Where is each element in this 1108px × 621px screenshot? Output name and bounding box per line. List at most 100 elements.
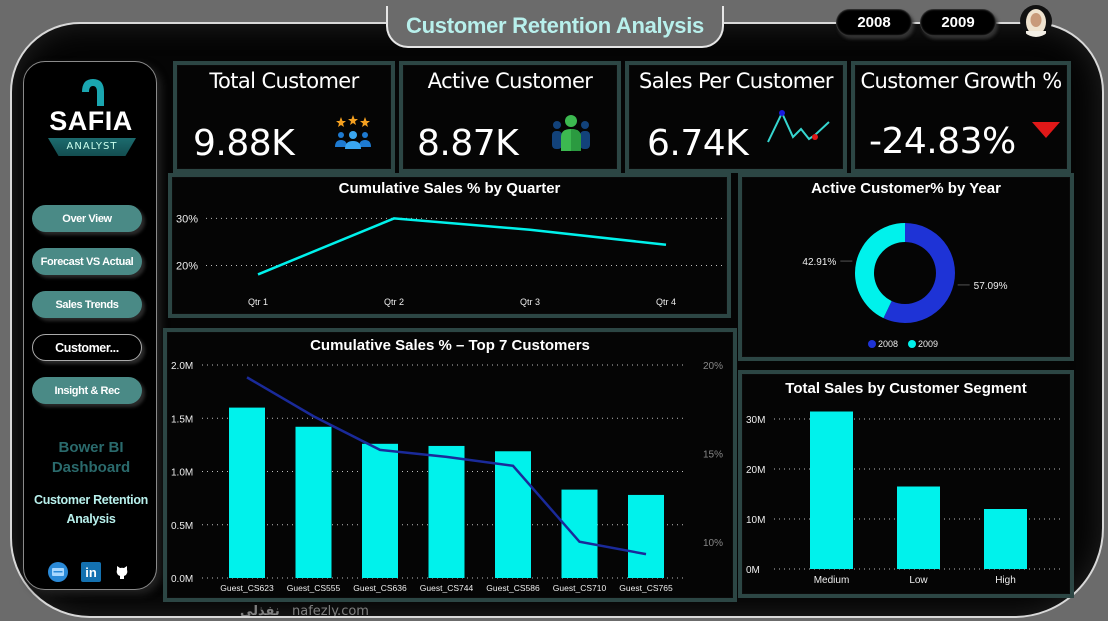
x-tick-label: Low bbox=[909, 575, 928, 586]
sidebar: SAFIA ANALYST Over View Forecast VS Actu… bbox=[23, 61, 157, 590]
sparkline-max-point bbox=[779, 110, 785, 116]
down-triangle-icon bbox=[1032, 122, 1060, 138]
x-tick-label: Qtr 4 bbox=[656, 297, 676, 307]
bar-Guest_CS586 bbox=[495, 451, 531, 578]
x-tick-label: Guest_CS636 bbox=[353, 583, 407, 593]
kpi-card-customer-growth: Customer Growth % -24.83% bbox=[851, 61, 1071, 173]
segment-bar-chart: 0M 10M 20M 30M Medium Low High bbox=[746, 411, 1064, 586]
y-tick-label: 0M bbox=[746, 565, 760, 576]
report-title: Customer Retention Analysis bbox=[406, 13, 704, 38]
bar-Guest_CS623 bbox=[229, 407, 265, 578]
sales-sparkline bbox=[767, 110, 830, 143]
nav-insight-rec[interactable]: Insight & Rec bbox=[32, 377, 142, 404]
y-tick-label: 0.5M bbox=[171, 521, 193, 532]
nav-sales-trends[interactable]: Sales Trends bbox=[32, 291, 142, 318]
bar-Guest_CS636 bbox=[362, 443, 398, 578]
chart-title: Cumulative Sales % – Top 7 Customers bbox=[310, 337, 590, 354]
kpi-card-active-customer: Active Customer 8.87K bbox=[399, 61, 621, 173]
y-tick-label: 2.0M bbox=[171, 361, 193, 372]
y-tick-label: 1.0M bbox=[171, 468, 193, 479]
x-tick-label: Qtr 1 bbox=[248, 297, 268, 307]
bar-low bbox=[897, 486, 940, 569]
donut-slice-2008 bbox=[883, 223, 955, 323]
watermark-arabic: نفذلي bbox=[240, 604, 280, 619]
kpi-title: Customer Growth % bbox=[860, 69, 1062, 93]
portfolio-icon bbox=[48, 562, 68, 582]
legend-marker bbox=[868, 340, 876, 348]
x-tick-label: Guest_CS710 bbox=[553, 583, 607, 593]
y2-tick-label: 15% bbox=[703, 449, 723, 460]
y2-tick-label: 10% bbox=[703, 538, 723, 549]
portfolio-link[interactable] bbox=[48, 562, 68, 582]
kpi-card-sales-per-customer: Sales Per Customer 6.74K bbox=[625, 61, 847, 173]
customers-stars-icon bbox=[335, 115, 371, 149]
sidebar-caption-report: Customer Retention Analysis bbox=[33, 493, 149, 526]
kpi-title: Total Customer bbox=[209, 69, 359, 93]
y-tick-label: 10M bbox=[746, 515, 765, 526]
x-tick-label: Guest_CS555 bbox=[287, 583, 341, 593]
bar-Guest_CS555 bbox=[295, 426, 332, 578]
logo-mark-icon bbox=[82, 79, 104, 106]
quarter-line-chart: 20% 30% Qtr 1 Qtr 2 Qtr 3 Qtr 4 bbox=[176, 213, 722, 307]
kpi-title: Sales Per Customer bbox=[639, 69, 834, 93]
github-link[interactable] bbox=[112, 562, 132, 582]
linkedin-link[interactable]: in bbox=[81, 562, 101, 582]
donut-chart-card: Active Customer% by Year 57.09% 42.91% 200… bbox=[738, 173, 1074, 361]
year-filter-2009[interactable]: 2009 bbox=[920, 9, 996, 36]
donut-chart: 57.09% 42.91% 2008 2009 bbox=[802, 223, 1008, 349]
kpi-value: 8.87K bbox=[417, 123, 519, 164]
segment-chart-card: Total Sales by Customer Segment 0M 10M 20M… bbox=[738, 370, 1074, 598]
legend-label: 2008 bbox=[878, 339, 898, 349]
top7-combo-chart: 0.0M 0.5M 1.0M 1.5M 2.0M 10% 15% 20% Guest_CS623… bbox=[171, 361, 723, 593]
chart-title: Active Customer% by Year bbox=[811, 180, 1001, 197]
x-tick-label: Guest_CS765 bbox=[619, 583, 673, 593]
y-tick-label: 20M bbox=[746, 465, 765, 476]
chart-title: Cumulative Sales % by Quarter bbox=[338, 180, 561, 197]
x-tick-label: Guest_CS744 bbox=[420, 583, 474, 593]
kpi-card-total-customer: Total Customer 9.88K bbox=[173, 61, 395, 173]
bar-high bbox=[984, 509, 1027, 569]
quarter-line bbox=[257, 217, 667, 276]
x-tick-label: Qtr 3 bbox=[520, 297, 540, 307]
avatar-icon bbox=[1026, 9, 1046, 37]
y-tick-label: 30% bbox=[176, 213, 198, 225]
sidebar-caption-tool: Bower BI Dashboard bbox=[51, 439, 131, 476]
legend-label: 2009 bbox=[918, 339, 938, 349]
report-title-banner: Customer Retention Analysis bbox=[386, 6, 724, 48]
data-label: 57.09% bbox=[974, 281, 1008, 292]
quarter-chart-card: Cumulative Sales % by Quarter 20% 30% Qtr … bbox=[168, 173, 731, 318]
y2-tick-label: 20% bbox=[703, 361, 723, 372]
kpi-title: Active Customer bbox=[427, 69, 593, 93]
kpi-value: -24.83% bbox=[869, 121, 1016, 162]
data-label: 42.91% bbox=[802, 257, 836, 268]
chart-title: Total Sales by Customer Segment bbox=[785, 380, 1027, 397]
bar-medium bbox=[810, 411, 853, 569]
sparkline-min-point bbox=[812, 134, 818, 140]
linkedin-icon: in bbox=[85, 564, 97, 580]
y-tick-label: 20% bbox=[176, 260, 198, 272]
watermark-latin: nafezly.com bbox=[292, 604, 369, 619]
donut-slice-2009 bbox=[855, 223, 905, 319]
kpi-value: 9.88K bbox=[193, 123, 295, 164]
kpi-value: 6.74K bbox=[647, 123, 749, 164]
year-filter-2008[interactable]: 2008 bbox=[836, 9, 912, 36]
nav-customer[interactable]: Customer... bbox=[32, 334, 142, 361]
bar-Guest_CS744 bbox=[428, 445, 465, 578]
y-tick-label: 1.5M bbox=[171, 414, 193, 425]
bar-Guest_CS710 bbox=[561, 489, 598, 578]
y-tick-label: 30M bbox=[746, 415, 765, 426]
active-customer-icon bbox=[552, 115, 590, 151]
logo-subtitle: ANALYST bbox=[48, 138, 136, 156]
x-tick-label: Guest_CS586 bbox=[486, 583, 540, 593]
x-tick-label: High bbox=[995, 575, 1016, 586]
avatar[interactable] bbox=[1020, 5, 1052, 37]
nav-overview[interactable]: Over View bbox=[32, 205, 142, 232]
nav-forecast-vs-actual[interactable]: Forecast VS Actual bbox=[32, 248, 142, 275]
x-tick-label: Guest_CS623 bbox=[220, 583, 274, 593]
github-icon bbox=[112, 562, 132, 582]
x-tick-label: Medium bbox=[814, 575, 850, 586]
bar-Guest_CS765 bbox=[628, 494, 664, 578]
logo-text: SAFIA bbox=[49, 106, 133, 136]
x-tick-label: Qtr 2 bbox=[384, 297, 404, 307]
legend-marker bbox=[908, 340, 916, 348]
